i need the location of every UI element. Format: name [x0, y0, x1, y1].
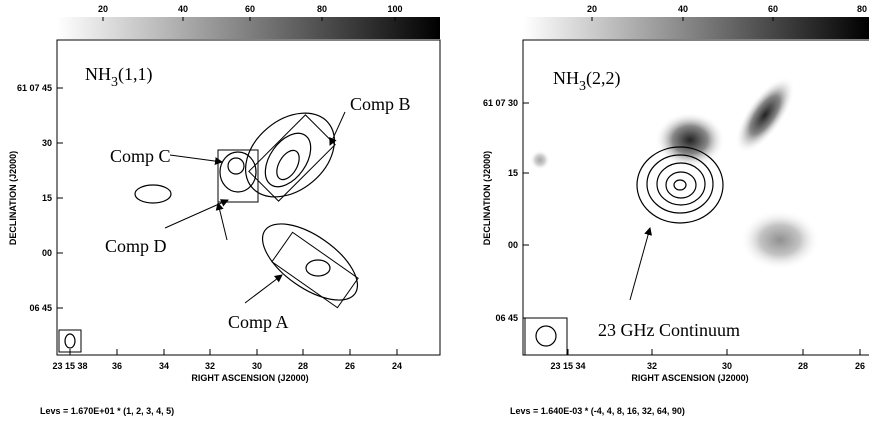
- title-rest: (1,1): [118, 64, 153, 85]
- colorbar-tick-label: 40: [178, 4, 188, 14]
- y-tick-label: 06 45: [29, 303, 52, 313]
- title-sub: 3: [579, 79, 586, 94]
- title-main: NH: [85, 64, 111, 84]
- annotation: Comp C: [110, 146, 171, 166]
- right-panel: [522, 17, 869, 356]
- x-tick-label: 30: [722, 361, 732, 371]
- x-tick-label: 34: [159, 361, 169, 371]
- x-tick-label: 30: [252, 361, 262, 371]
- y-tick-label: 00: [42, 248, 52, 258]
- contour-levels: Levs = 1.640E-03 * (-4, 4, 8, 16, 32, 64…: [510, 406, 685, 416]
- colorbar-tick-label: 60: [245, 4, 255, 14]
- x-tick-label: 28: [798, 361, 808, 371]
- x-tick-label: 32: [647, 361, 657, 371]
- y-tick-label: 15: [42, 193, 52, 203]
- map: [58, 112, 359, 353]
- x-tick-label: 26: [855, 361, 865, 371]
- colorbar-tick-label: 20: [98, 4, 108, 14]
- y-axis-label: DECLINATION (J2000): [482, 151, 492, 245]
- y-tick-label: 15: [508, 168, 518, 178]
- colorbar-tick-label: 80: [317, 4, 327, 14]
- x-tick-label: 24: [392, 361, 402, 371]
- colorbar: [57, 17, 440, 39]
- colorbar-tick-label: 20: [587, 4, 597, 14]
- y-tick-label: 06 45: [495, 313, 518, 323]
- colorbar: [523, 17, 869, 39]
- frame: [522, 39, 869, 356]
- annotation: Comp D: [105, 236, 167, 256]
- title-sub: 3: [111, 75, 118, 90]
- x-tick-label: 23 15 38: [52, 361, 87, 371]
- y-axis-label: DECLINATION (J2000): [8, 151, 18, 245]
- title-main: NH: [553, 68, 579, 88]
- map: [524, 76, 820, 356]
- annotation: Comp B: [350, 94, 411, 114]
- left-panel: [56, 17, 441, 356]
- colorbar-tick-label: 80: [857, 4, 867, 14]
- title-rest: (2,2): [586, 68, 621, 89]
- colorbar-tick-label: 40: [678, 4, 688, 14]
- x-axis-label: RIGHT ASCENSION (J2000): [631, 373, 748, 383]
- annotation: 23 GHz Continuum: [598, 320, 740, 340]
- x-tick-label: 26: [345, 361, 355, 371]
- x-tick-label: 32: [205, 361, 215, 371]
- x-axis-label: RIGHT ASCENSION (J2000): [191, 373, 308, 383]
- y-tick-label: 61 07 45: [17, 83, 52, 93]
- y-tick-label: 00: [508, 240, 518, 250]
- colorbar-tick-label: 60: [768, 4, 778, 14]
- x-tick-label: 28: [298, 361, 308, 371]
- panel-title: NH3(2,2): [553, 68, 621, 94]
- x-tick-label: 23 15 34: [550, 361, 585, 371]
- y-tick-label: 61 07 30: [483, 98, 518, 108]
- x-tick-label: 36: [112, 361, 122, 371]
- annotation: Comp A: [228, 312, 289, 332]
- y-tick-label: 30: [42, 138, 52, 148]
- colorbar-tick-label: 100: [387, 4, 402, 14]
- panel-title: NH3(1,1): [85, 64, 153, 90]
- contour-levels: Levs = 1.670E+01 * (1, 2, 3, 4, 5): [40, 406, 174, 416]
